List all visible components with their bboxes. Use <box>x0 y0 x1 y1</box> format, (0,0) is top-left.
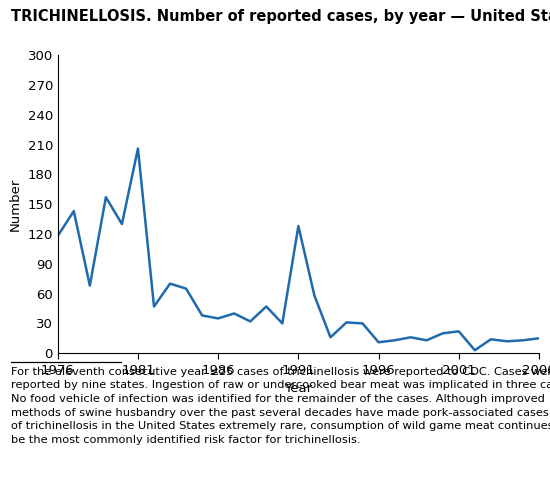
Text: TRICHINELLOSIS. Number of reported cases, by year — United States, 1976–2006: TRICHINELLOSIS. Number of reported cases… <box>11 9 550 24</box>
Y-axis label: Number: Number <box>9 177 22 231</box>
Text: For the eleventh consecutive year ≤25 cases of trichinellosis were reported to C: For the eleventh consecutive year ≤25 ca… <box>11 367 550 445</box>
X-axis label: Year: Year <box>284 382 312 395</box>
